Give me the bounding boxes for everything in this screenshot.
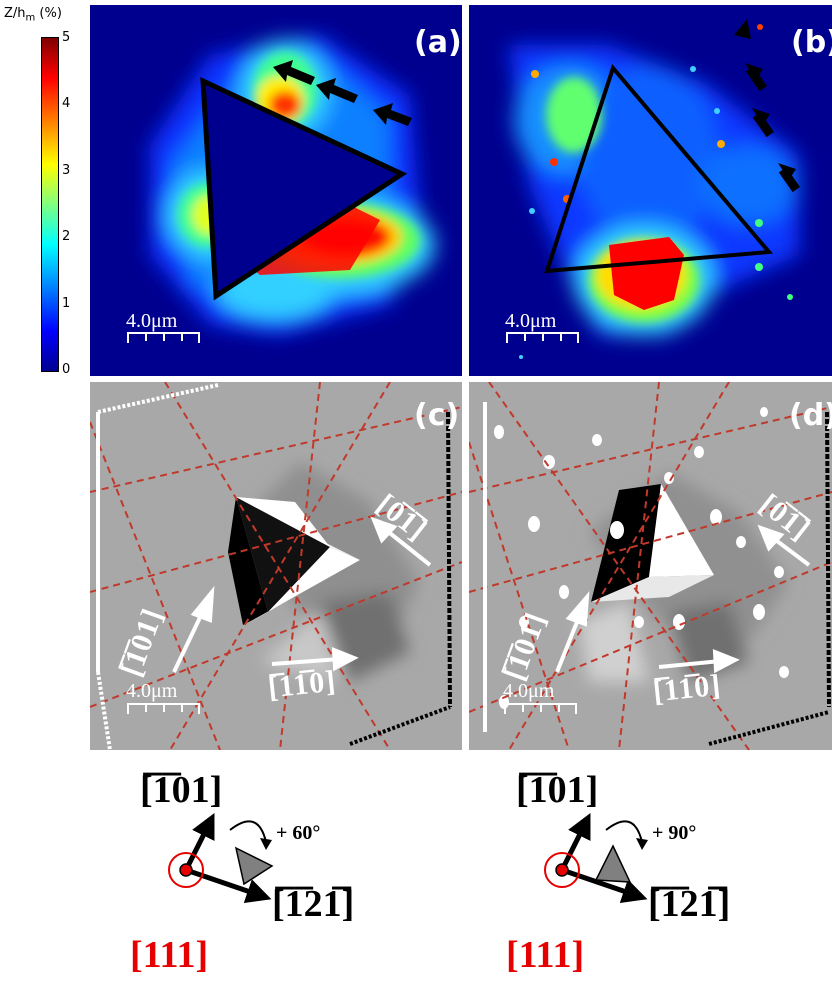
normal-dot-right [555,863,569,877]
heatmap-b [506,19,800,359]
normal-dot-left [179,863,193,877]
axis-up-left [183,813,215,872]
scale-bar-d [504,703,577,714]
panel-label-b: (b) [791,25,832,60]
diagram-left-up-label: [̅1̅01] [140,769,223,811]
diagram-right-normal-label: [111] [506,934,585,976]
direction-label-m110-d: [̅11̅0] [651,668,723,709]
colorbar-title-main: Z/h [4,6,26,21]
panel-a: (a) 4.0μm [90,5,462,376]
panel-label-c: (c) [414,398,460,433]
scale-bar-c [127,703,200,714]
scale-label-d: 4.0μm [503,680,555,702]
colorbar-tick-1: 1 [62,296,71,311]
scale-label-a: 4.0μm [126,310,178,332]
diagram-left-right-label: [̅1̅21̅̅] [272,883,355,925]
colorbar-tick-2: 2 [62,229,71,244]
colorbar-title-sub: m [25,12,36,24]
scale-label-b: 4.0μm [505,310,557,332]
colorbar-tick-0: 0 [62,362,71,377]
arrows-a [273,60,412,126]
rotation-arc-right [605,820,643,843]
colorbar-tick-5: 5 [62,30,71,45]
border-dark-d [825,411,831,708]
scale-label-c: 4.0μm [126,680,178,702]
rotation-arc-left [229,820,267,843]
scale-bar-b [506,332,579,343]
normal-ring-left [168,852,204,888]
scale-bar-a [127,332,200,343]
micrograph-c [90,382,462,750]
axis-up-right [559,813,591,872]
diagram-left-normal-label: [111] [130,934,209,976]
axis-right-right [561,867,648,903]
heatmap-a [127,35,435,343]
panel-label-a: (a) [414,25,462,60]
dashed-lines-c [90,382,462,750]
direction-arrows-d [555,524,811,674]
colorbar [41,37,59,372]
indenter-right [594,844,632,883]
indenter-left [234,846,274,886]
arrows-b [734,19,800,193]
axis-right-left [185,867,272,903]
diagram-left [183,813,272,903]
direction-arrows-c [172,516,432,673]
border-dark-c [446,411,452,708]
panel-c: (c) 4.0μm [̅11̅0] [̅1̅01] [0̅1̅] [90,382,462,750]
diagram-right [559,813,648,903]
micrograph-d [469,382,832,750]
colorbar-tick-3: 3 [62,163,71,178]
dashed-lines-d [469,382,832,750]
diagram-left-rotation: + 60° [276,822,321,844]
panel-label-d: (d) [789,398,832,433]
normal-ring-right [544,852,580,888]
colorbar-tick-4: 4 [62,96,71,111]
indent-triangle-a [200,76,408,301]
colorbar-title-unit: (%) [39,6,62,21]
panel-b: (b) 4.0μm [469,5,832,376]
diagram-right-right-label: [̅1̅21̅̅] [648,883,731,925]
particles-b [519,24,793,359]
indent-triangle-b [544,63,774,274]
direction-label-m110-c: [̅11̅0] [266,664,338,705]
border-dots-c [96,383,219,750]
diagram-right-rotation: + 90° [652,822,697,844]
colorbar-title: Z/hm (%) [4,6,62,24]
panel-d: (d) 4.0μm [̅11̅0] [̅1̅01] [0̅1̅] [469,382,832,750]
bumps-d [494,407,789,709]
diagram-right-up-label: [̅1̅01] [516,769,599,811]
